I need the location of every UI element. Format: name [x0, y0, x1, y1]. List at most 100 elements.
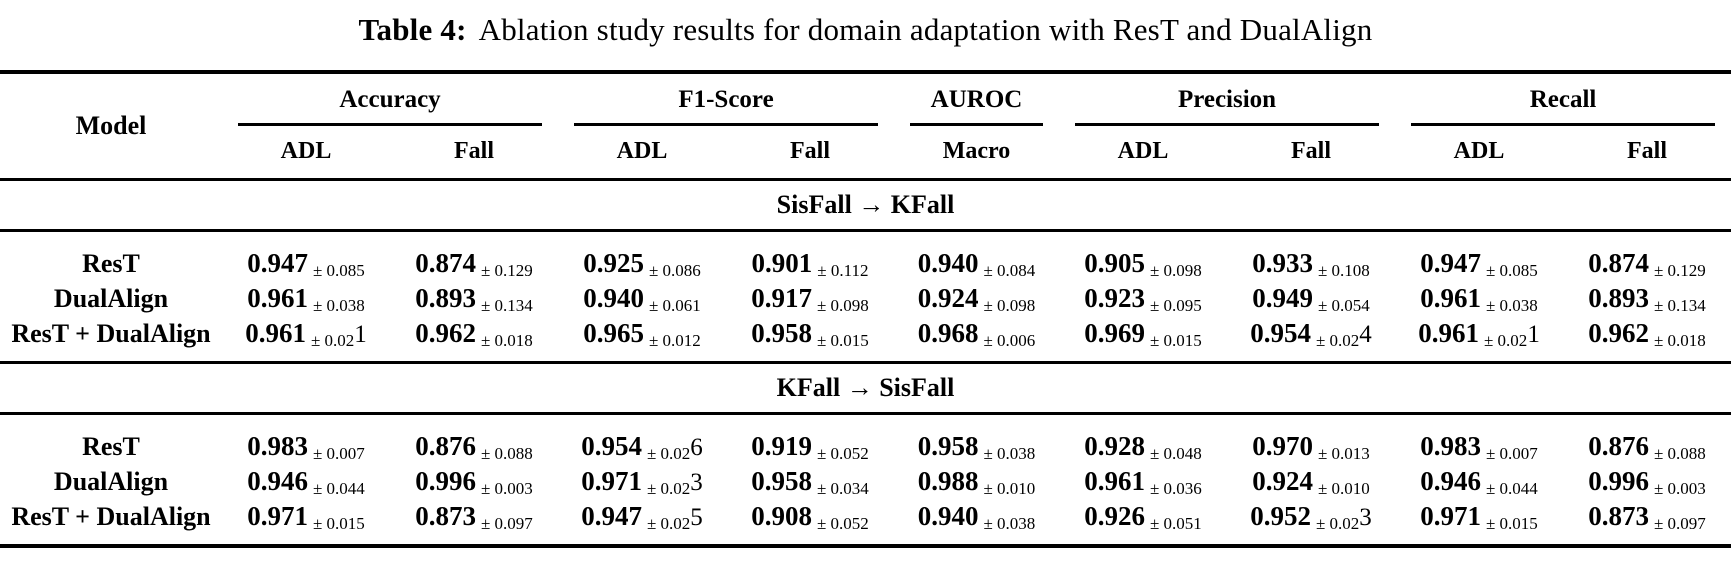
metric-cell: 0.925 ± 0.086 — [558, 231, 726, 282]
metric-value: 0.971 — [581, 466, 642, 496]
metric-cell: 0.965 ± 0.012 — [558, 316, 726, 363]
metric-cell: 0.940 ± 0.084 — [894, 231, 1059, 282]
table-body: SisFall → KFall ResT 0.947 ± 0.085 0.874 ± 0.… — [0, 178, 1731, 547]
model-name: ResT + DualAlign — [11, 318, 211, 348]
metric-value: 0.983 — [247, 431, 308, 461]
metric-cell: 0.958 ± 0.015 — [726, 316, 894, 363]
table-row: DualAlign 0.961 ± 0.038 0.893 ± 0.134 0.940 ± … — [0, 281, 1731, 316]
metric-std-suffix: 5 — [690, 504, 703, 531]
metric-value: 0.962 — [415, 318, 476, 348]
metric-std: ± 0.036 — [1149, 479, 1202, 498]
metric-std: ± 0.086 — [648, 261, 701, 280]
metric-value: 0.917 — [751, 283, 812, 313]
metric-std: ± 0.038 — [983, 444, 1036, 463]
metric-std: ± 0.088 — [480, 444, 533, 463]
subheader-precision-adl: ADL — [1117, 138, 1169, 164]
metric-cell: 0.874 ± 0.129 — [390, 231, 558, 282]
table-row: ResT + DualAlign 0.971 ± 0.015 0.873 ± 0.097… — [0, 499, 1731, 546]
metric-std: ± 0.044 — [1485, 479, 1538, 498]
metric-value: 0.961 — [245, 318, 306, 348]
metric-cell: 0.971 ± 0.015 — [222, 499, 390, 546]
metric-std-suffix: 3 — [1359, 504, 1372, 531]
metric-std-suffix: 4 — [1359, 321, 1372, 348]
table-row: DualAlign 0.946 ± 0.044 0.996 ± 0.003 0.971 ± … — [0, 464, 1731, 499]
metric-std: ± 0.085 — [312, 261, 365, 280]
metric-std: ± 0.013 — [1317, 444, 1370, 463]
metric-std: ± 0.003 — [1653, 479, 1706, 498]
metric-value: 0.949 — [1252, 283, 1313, 313]
metric-std: ± 0.061 — [648, 296, 701, 315]
metric-std: ± 0.097 — [480, 514, 533, 533]
metric-cell: 0.901 ± 0.112 — [726, 231, 894, 282]
metric-value: 0.996 — [415, 466, 476, 496]
metric-cell: 0.893 ± 0.134 — [390, 281, 558, 316]
table-row: ResT 0.983 ± 0.007 0.876 ± 0.088 0.954 ± 0.026… — [0, 414, 1731, 465]
metric-value: 0.893 — [415, 283, 476, 313]
subheader-accuracy-adl: ADL — [280, 138, 332, 164]
results-table: Model Accuracy F1-Score AUROC Precision … — [0, 70, 1731, 548]
metric-value: 0.988 — [917, 466, 979, 496]
metric-cell: 0.970 ± 0.013 — [1227, 414, 1395, 465]
metric-value: 0.970 — [1252, 431, 1313, 461]
metric-std: ± 0.054 — [1317, 296, 1370, 315]
subheader-f1-adl: ADL — [616, 138, 668, 164]
metric-cell: 0.940 ± 0.038 — [894, 499, 1059, 546]
metric-value: 0.908 — [751, 501, 812, 531]
column-group-precision: Precision — [1059, 72, 1395, 126]
metric-std: ± 0.084 — [983, 261, 1036, 280]
metric-std-suffix: 1 — [1527, 321, 1540, 348]
metric-value: 0.971 — [1420, 501, 1481, 531]
metric-cell: 0.947 ± 0.025 — [558, 499, 726, 546]
table-row: ResT 0.947 ± 0.085 0.874 ± 0.129 0.925 ± 0.086… — [0, 231, 1731, 282]
metric-std: ± 0.010 — [983, 479, 1036, 498]
metric-std: ± 0.018 — [1653, 331, 1706, 350]
metric-value: 0.874 — [415, 248, 476, 278]
metric-std-suffix: 1 — [354, 321, 367, 348]
metric-cell: 0.940 ± 0.061 — [558, 281, 726, 316]
metric-cell: 0.924 ± 0.098 — [894, 281, 1059, 316]
column-group-label: F1-Score — [574, 74, 878, 126]
metric-value: 0.924 — [917, 283, 979, 313]
metric-value: 0.961 — [1418, 318, 1479, 348]
subheader-recall-fall: Fall — [1627, 138, 1668, 164]
metric-cell: 0.996 ± 0.003 — [390, 464, 558, 499]
metric-std: ± 0.015 — [312, 514, 365, 533]
metric-cell: 0.946 ± 0.044 — [1395, 464, 1563, 499]
table-caption-text: Ablation study results for domain adapta… — [478, 12, 1373, 47]
subheader-auroc-macro: Macro — [942, 138, 1011, 164]
metric-std-suffix: 3 — [690, 469, 703, 496]
metric-std: ± 0.134 — [480, 296, 533, 315]
metric-cell: 0.946 ± 0.044 — [222, 464, 390, 499]
metric-cell: 0.961 ± 0.038 — [222, 281, 390, 316]
metric-value: 0.893 — [1588, 283, 1649, 313]
metric-cell: 0.961 ± 0.038 — [1395, 281, 1563, 316]
metric-value: 0.923 — [1084, 283, 1145, 313]
column-header-model: Model — [75, 111, 147, 140]
metric-value: 0.947 — [1420, 248, 1481, 278]
metric-value: 0.952 — [1250, 501, 1311, 531]
metric-value: 0.969 — [1084, 318, 1145, 348]
metric-cell: 0.924 ± 0.010 — [1227, 464, 1395, 499]
metric-cell: 0.996 ± 0.003 — [1563, 464, 1731, 499]
metric-std: ± 0.02 — [646, 479, 691, 498]
table-caption-label: Table 4: — [358, 12, 467, 47]
metric-std: ± 0.098 — [816, 296, 869, 315]
metric-std: ± 0.038 — [1485, 296, 1538, 315]
metric-cell: 0.926 ± 0.051 — [1059, 499, 1227, 546]
metric-value: 0.961 — [247, 283, 308, 313]
metric-value: 0.933 — [1252, 248, 1313, 278]
metric-value: 0.958 — [917, 431, 979, 461]
metric-value: 0.873 — [1588, 501, 1649, 531]
section-header: KFall → SisFall — [0, 361, 1731, 415]
subheader-recall-adl: ADL — [1453, 138, 1505, 164]
metric-std: ± 0.007 — [312, 444, 365, 463]
table-caption: Table 4: Ablation study results for domai… — [0, 0, 1731, 70]
metric-cell: 0.917 ± 0.098 — [726, 281, 894, 316]
metric-std: ± 0.015 — [1149, 331, 1202, 350]
metric-std: ± 0.02 — [1483, 331, 1528, 350]
metric-cell: 0.958 ± 0.034 — [726, 464, 894, 499]
metric-value: 0.874 — [1588, 248, 1649, 278]
model-name: ResT + DualAlign — [11, 501, 211, 531]
metric-std: ± 0.048 — [1149, 444, 1202, 463]
column-group-label: Accuracy — [238, 74, 542, 126]
